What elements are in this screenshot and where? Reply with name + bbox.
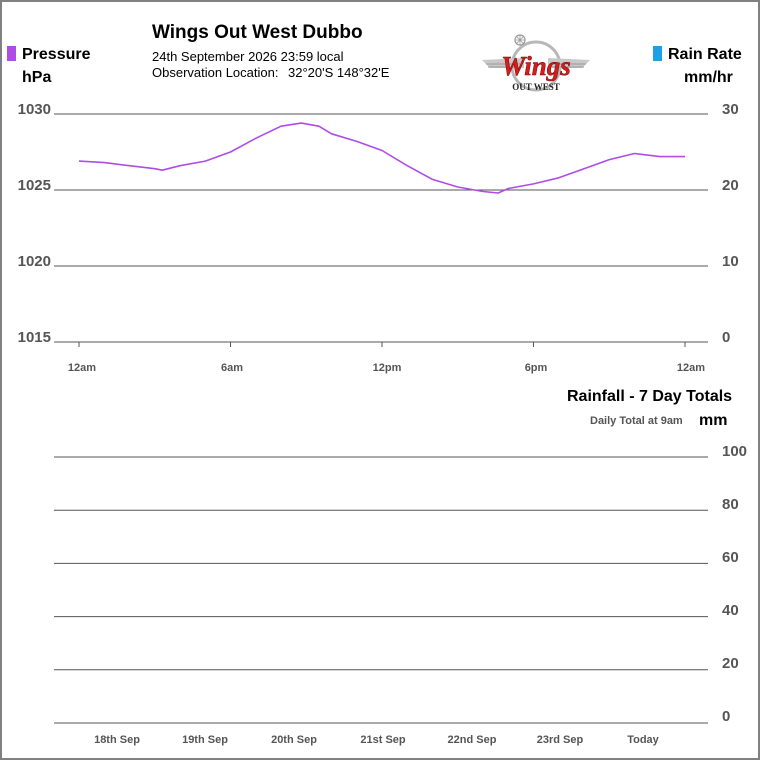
rainfall-tick-60: 60 <box>722 549 739 566</box>
rain-rate-legend-label: Rain Rate <box>668 46 742 63</box>
pressure-x-ticks <box>78 342 686 347</box>
pressure-tick-1020: 1020 <box>17 253 51 270</box>
pressure-legend-swatch <box>7 46 16 61</box>
rainfall-tick-100: 100 <box>722 443 748 460</box>
rainfall-tick-80: 80 <box>722 496 739 513</box>
rain-rate-tick-10: 10 <box>722 253 739 270</box>
pressure-line <box>78 122 685 194</box>
rainfall-tick-20: 20 <box>722 655 739 672</box>
rainfall-day-today: Today <box>627 734 659 746</box>
logo-wordmark: Wings <box>501 51 571 81</box>
rainfall-tick-0: 0 <box>722 708 731 725</box>
x-tick-12pm: 12pm <box>372 362 402 374</box>
x-tick-12am-start: 12am <box>67 362 97 374</box>
pressure-legend-label: Pressure <box>22 46 91 63</box>
rainfall-unit: mm <box>699 412 728 429</box>
rain-rate-legend-swatch <box>653 46 662 61</box>
station-title: Wings Out West Dubbo <box>152 22 363 43</box>
rain-rate-unit: mm/hr <box>684 69 733 86</box>
rain-rate-tick-30: 30 <box>722 101 739 118</box>
pressure-gridlines <box>54 113 708 343</box>
location-value: 32°20'S 148°32'E <box>288 65 390 80</box>
rainfall-panel-title: Rainfall - 7 Day Totals <box>567 388 733 405</box>
pressure-tick-1015: 1015 <box>17 329 51 346</box>
pressure-tick-1030: 1030 <box>17 101 51 118</box>
wings-out-west-logo: Wings OUT WEST <box>480 28 592 98</box>
x-tick-6am: 6am <box>220 362 244 374</box>
location-label: Observation Location: <box>152 65 279 80</box>
rainfall-gridlines <box>54 456 708 724</box>
rainfall-day-20th-sep: 20th Sep <box>271 734 317 746</box>
rainfall-note: Daily Total at 9am <box>590 415 683 427</box>
x-tick-12am-end: 12am <box>676 362 706 374</box>
logo-tagline: OUT WEST <box>512 82 559 92</box>
date-line: 24th September 2026 23:59 local <box>152 49 344 64</box>
pressure-tick-1025: 1025 <box>17 177 51 194</box>
rainfall-tick-40: 40 <box>722 602 739 619</box>
rainfall-day-18th-sep: 18th Sep <box>94 734 140 746</box>
rainfall-day-22nd-sep: 22nd Sep <box>447 734 497 746</box>
rain-rate-tick-0: 0 <box>722 329 731 346</box>
rainfall-day-23rd-sep: 23rd Sep <box>536 734 584 746</box>
x-tick-6pm: 6pm <box>524 362 548 374</box>
rainfall-day-21st-sep: 21st Sep <box>360 734 406 746</box>
pressure-series <box>78 122 685 194</box>
rainfall-day-19th-sep: 19th Sep <box>182 734 228 746</box>
rain-rate-tick-20: 20 <box>722 177 739 194</box>
pressure-unit: hPa <box>22 69 52 86</box>
